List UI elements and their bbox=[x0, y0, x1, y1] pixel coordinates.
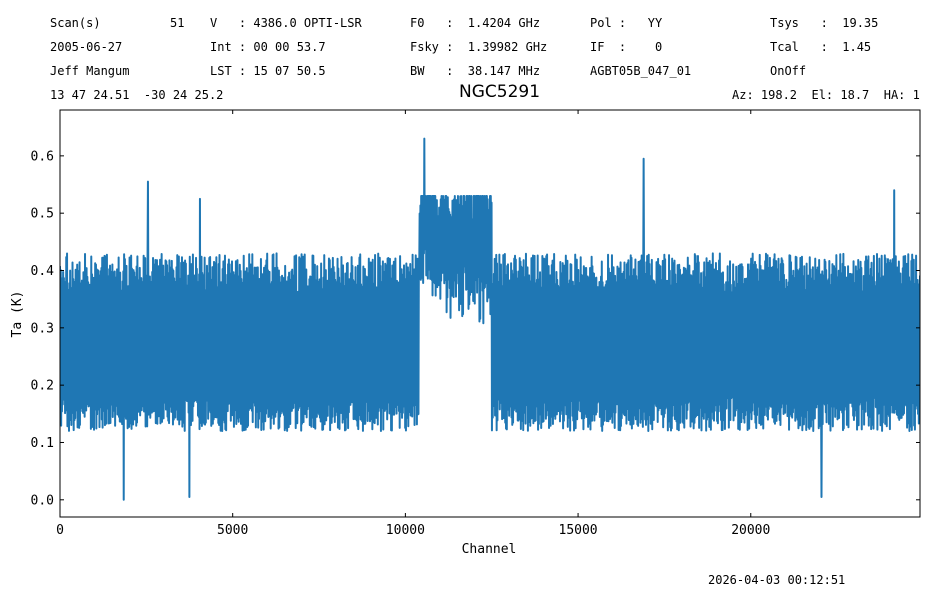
x-tick-label: 10000 bbox=[386, 523, 425, 538]
y-tick-label: 0.5 bbox=[31, 207, 54, 222]
header-az-el-ha: Az: 198.2 El: 18.7 HA: 1 bbox=[732, 88, 920, 102]
header-scan-label: Scan(s) bbox=[50, 16, 101, 30]
header-if: IF : 0 bbox=[590, 40, 663, 54]
y-tick-label: 0.2 bbox=[31, 379, 54, 394]
x-tick-label: 15000 bbox=[559, 523, 598, 538]
ticks-layer: 0 5000 10000 15000 20000 0.0 0.1 0.2 0.3 0.4 0.5 0.… bbox=[31, 110, 920, 538]
header-f0: F0 : 1.4204 GHz bbox=[410, 16, 541, 30]
header-coordinates: 13 47 24.51 -30 24 25.2 bbox=[50, 88, 224, 102]
chart-title: NGC5291 bbox=[459, 82, 541, 102]
series-layer bbox=[60, 137, 920, 501]
header-lst: LST : 15 07 50.5 bbox=[210, 64, 326, 78]
y-tick-label: 0.6 bbox=[31, 149, 54, 164]
header-project: AGBT05B_047_01 bbox=[590, 64, 692, 78]
plot-frame bbox=[59, 109, 921, 518]
header-bw: BW : 38.147 MHz bbox=[410, 64, 541, 78]
x-tick-label: 0 bbox=[56, 523, 64, 538]
y-tick-label: 0.0 bbox=[31, 493, 54, 508]
header-observer: Jeff Mangum bbox=[50, 64, 130, 78]
x-axis-title: Channel bbox=[462, 542, 517, 557]
x-tick-label: 20000 bbox=[731, 523, 770, 538]
y-axis-title: Ta (K) bbox=[10, 291, 25, 338]
timestamp: 2026-04-03 00:12:51 bbox=[708, 573, 846, 587]
header-scan-value: 51 bbox=[170, 16, 185, 30]
header-tsys: Tsys : 19.35 bbox=[770, 16, 879, 30]
header-velocity: V : 4386.0 OPTI-LSR bbox=[210, 16, 362, 30]
y-tick-label: 0.3 bbox=[31, 321, 54, 336]
header-date: 2005-06-27 bbox=[50, 40, 123, 54]
header-procedure: OnOff bbox=[770, 64, 807, 78]
header-int: Int : 00 00 53.7 bbox=[210, 40, 326, 54]
spectrum-line bbox=[60, 137, 920, 501]
header-tcal: Tcal : 1.45 bbox=[770, 40, 872, 54]
y-tick-label: 0.1 bbox=[31, 436, 54, 451]
y-tick-label: 0.4 bbox=[31, 264, 55, 279]
x-tick-label: 5000 bbox=[217, 523, 248, 538]
header-pol: Pol : YY bbox=[590, 16, 663, 30]
header-fsky: Fsky : 1.39982 GHz bbox=[410, 40, 548, 54]
